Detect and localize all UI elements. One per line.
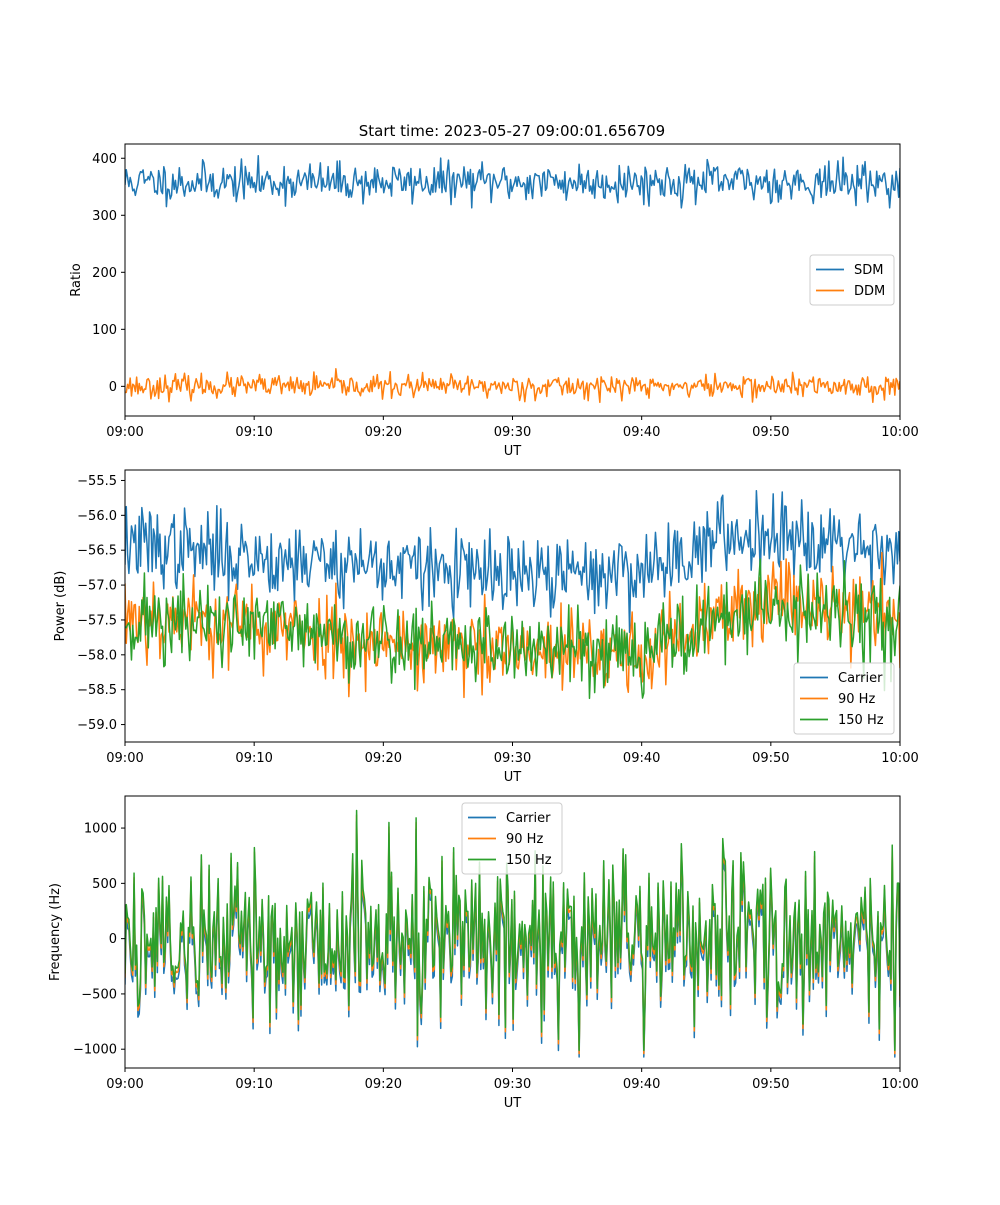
series-group: [125, 155, 900, 404]
y-axis-label: Frequency (Hz): [48, 883, 63, 981]
x-tick-label: 09:00: [106, 751, 143, 766]
x-tick-label: 09:30: [494, 751, 531, 766]
panel-1: 09:00 09:10 09:20 09:30 09:40 09:50 10:00 0 100 2…: [69, 143, 919, 459]
y-tick-label: 300: [92, 209, 117, 224]
y-tick-label: 1000: [84, 822, 117, 837]
series-line-carrier: [125, 489, 900, 634]
x-tick-label: 09:20: [365, 1077, 402, 1092]
x-tick-label: 10:00: [881, 1077, 918, 1092]
series-group: [125, 489, 900, 700]
y-tick-label: −55.5: [77, 474, 117, 489]
y-tick-label: −57.0: [77, 579, 117, 594]
x-axis-label: UT: [504, 444, 522, 459]
x-tick-label: 09:20: [365, 751, 402, 766]
legend-label: DDM: [854, 284, 885, 299]
panel-3: 09:00 09:10 09:20 09:30 09:40 09:50 10:00 −1000…: [48, 795, 919, 1111]
x-tick-label: 09:30: [494, 425, 531, 440]
y-tick-label: 0: [109, 932, 117, 947]
x-tick-label: 09:40: [623, 1077, 660, 1092]
x-tick-label: 09:10: [235, 425, 272, 440]
legend: Carrier 90 Hz 150 Hz: [793, 662, 895, 735]
series-line-150-hz: [125, 809, 900, 1052]
y-axis-label: Power (dB): [53, 571, 68, 642]
legend-label: SDM: [854, 263, 883, 278]
series-line-150-hz: [125, 558, 900, 700]
x-tick-label: 10:00: [881, 425, 918, 440]
y-tick-label: 100: [92, 323, 117, 338]
plot-frame: [124, 143, 901, 417]
series-line-ddm: [125, 368, 900, 404]
legend-box: [809, 254, 895, 306]
x-axis-label: UT: [504, 770, 522, 785]
x-tick-label: 09:50: [752, 1077, 789, 1092]
legend-box: [461, 802, 563, 875]
series-line-sdm: [125, 155, 900, 209]
y-tick-label: 0: [109, 380, 117, 395]
x-tick-label: 09:10: [235, 751, 272, 766]
legend-label: 150 Hz: [838, 713, 884, 728]
legend-label: Carrier: [838, 671, 883, 686]
legend-label: 90 Hz: [506, 832, 543, 847]
x-tick-label: 09:40: [623, 425, 660, 440]
x-tick-label: 09:50: [752, 425, 789, 440]
x-tick-label: 09:50: [752, 751, 789, 766]
y-tick-label: −58.5: [77, 683, 117, 698]
x-axis-label: UT: [504, 1096, 522, 1111]
panels: 09:00 09:10 09:20 09:30 09:40 09:50 10:00 0 100 2…: [48, 143, 919, 1111]
y-tick-label: −1000: [73, 1043, 117, 1058]
y-tick-label: −59.0: [77, 718, 117, 733]
x-tick-label: 09:00: [106, 1077, 143, 1092]
y-tick-label: −58.0: [77, 648, 117, 663]
legend-label: 150 Hz: [506, 853, 552, 868]
y-axis-label: Ratio: [69, 263, 84, 296]
legend: Carrier 90 Hz 150 Hz: [461, 802, 563, 875]
x-tick-label: 09:20: [365, 425, 402, 440]
panel-2: 09:00 09:10 09:20 09:30 09:40 09:50 10:00 −55.5…: [53, 469, 919, 785]
y-tick-label: 500: [92, 877, 117, 892]
y-tick-label: −57.5: [77, 613, 117, 628]
legend: SDM DDM: [809, 254, 895, 306]
y-tick-label: 400: [92, 152, 117, 167]
x-tick-label: 09:40: [623, 751, 660, 766]
legend-box: [793, 662, 895, 735]
figure-title: Start time: 2023-05-27 09:00:01.656709: [359, 122, 665, 140]
x-tick-label: 09:00: [106, 425, 143, 440]
y-tick-label: 200: [92, 266, 117, 281]
y-tick-label: −500: [81, 987, 117, 1002]
x-tick-label: 09:30: [494, 1077, 531, 1092]
series-group: [125, 809, 900, 1058]
y-tick-label: −56.0: [77, 509, 117, 524]
legend-label: 90 Hz: [838, 692, 875, 707]
y-tick-label: −56.5: [77, 544, 117, 559]
x-tick-label: 09:10: [235, 1077, 272, 1092]
x-tick-label: 10:00: [881, 751, 918, 766]
legend-label: Carrier: [506, 811, 551, 826]
